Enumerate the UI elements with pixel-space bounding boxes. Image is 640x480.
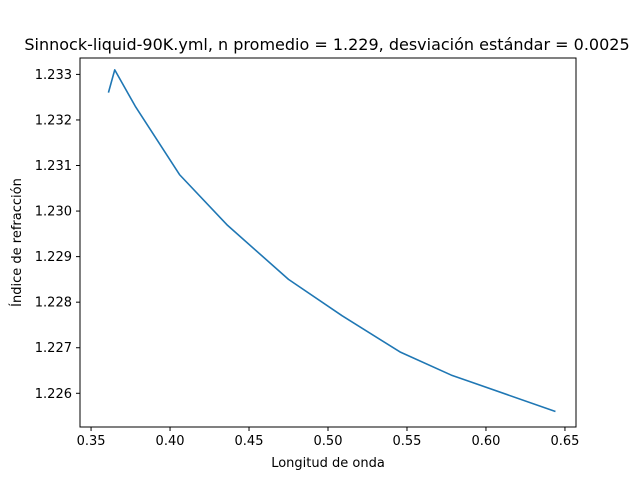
x-axis-label: Longitud de onda <box>271 456 385 471</box>
y-tick-label: 1.230 <box>35 205 72 220</box>
y-tick-label: 1.226 <box>35 387 72 402</box>
series-line <box>107 69 556 413</box>
y-axis-label: Índice de refracción <box>9 178 25 307</box>
x-tick-label: 0.45 <box>235 434 264 449</box>
y-axis-ticks: 1.226 1.227 1.228 1.229 1.230 1.231 1.232 1.233 <box>35 68 80 402</box>
x-tick-label: 0.40 <box>156 434 185 449</box>
x-tick-label: 0.55 <box>393 434 422 449</box>
x-tick-label: 0.50 <box>314 434 343 449</box>
x-tick-label: 0.60 <box>471 434 500 449</box>
y-tick-label: 1.227 <box>35 341 72 356</box>
y-tick-label: 1.229 <box>35 250 72 265</box>
x-axis-ticks: 0.35 0.40 0.45 0.50 0.55 0.60 0.65 <box>77 427 579 449</box>
x-tick-label: 0.65 <box>550 434 579 449</box>
chart-title: Sinnock-liquid-90K.yml, n promedio = 1.2… <box>24 35 629 54</box>
plot-frame <box>79 57 577 428</box>
y-tick-label: 1.231 <box>35 159 72 174</box>
y-tick-label: 1.228 <box>35 296 72 311</box>
y-tick-label: 1.233 <box>35 68 72 83</box>
y-tick-label: 1.232 <box>35 113 72 128</box>
plot-area <box>107 69 556 413</box>
x-tick-label: 0.35 <box>77 434 106 449</box>
